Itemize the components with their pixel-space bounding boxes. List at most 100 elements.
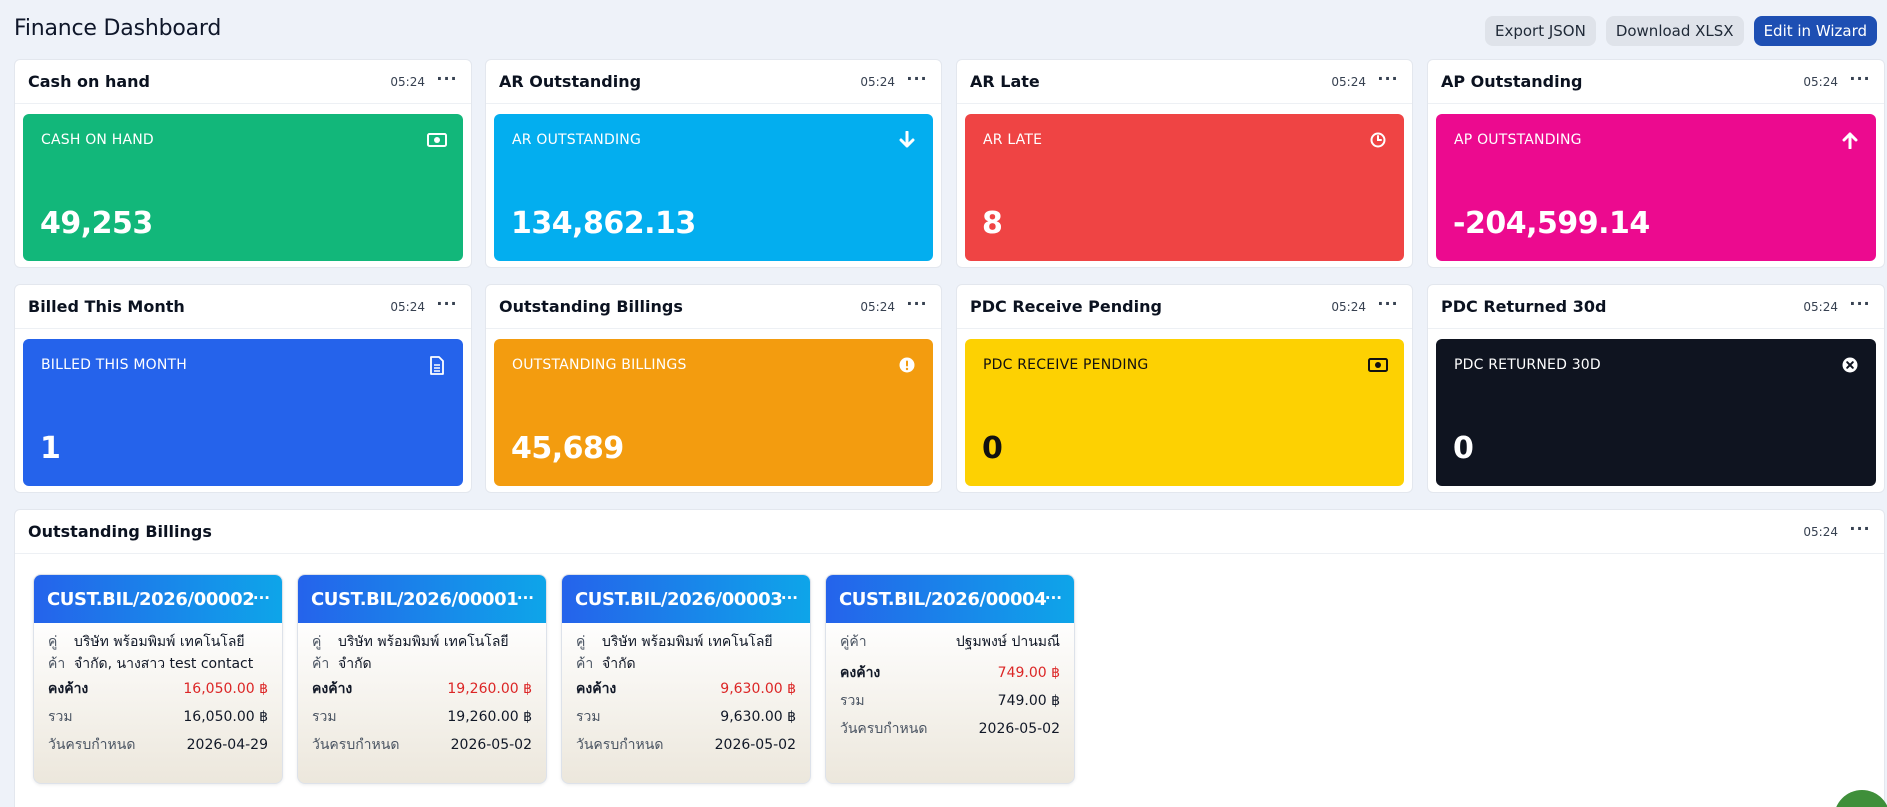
alert-icon (897, 355, 917, 375)
billing-card-header: CUST.BIL/2026/00002 ··· (34, 575, 282, 623)
billing-due-row: วันครบกำหนด 2026-05-02 (312, 731, 532, 759)
close-circle-icon (1840, 355, 1860, 375)
export-json-button[interactable]: Export JSON (1484, 16, 1596, 46)
due-date: 2026-05-02 (978, 721, 1060, 737)
billing-card[interactable]: CUST.BIL/2026/00003 ··· คู่ ค้า บริษัท พร… (561, 574, 811, 784)
outstanding-amount: 16,050.00 ฿ (183, 681, 268, 697)
stat-card: PDC RECEIVE PENDING 0 (965, 339, 1404, 486)
outstanding-label: คงค้าง (576, 681, 617, 697)
widget-outstanding-billings-list: Outstanding Billings 05:24 ··· CUST.BIL/… (14, 509, 1885, 807)
more-icon[interactable]: ··· (1377, 69, 1399, 88)
widget-pdc-returned-30d: PDC Returned 30d 05:24 ··· PDC RETURNED … (1427, 284, 1885, 493)
due-date: 2026-05-02 (450, 737, 532, 753)
billing-customer: คู่ ค้า บริษัท พร้อมพิมพ์ เทคโนโลยี จำกัด… (48, 631, 268, 675)
more-icon[interactable]: ··· (1849, 69, 1871, 88)
widget-cash-on-hand: Cash on hand 05:24 ··· CASH ON HAND 49,2… (14, 59, 472, 268)
billing-card[interactable]: CUST.BIL/2026/00001 ··· คู่ ค้า บริษัท พร… (297, 574, 547, 784)
billing-total-row: รวม 749.00 ฿ (840, 687, 1060, 715)
widget-title: Outstanding Billings (28, 522, 212, 541)
widget-title: Billed This Month (28, 297, 185, 316)
arrow-down-icon (897, 130, 917, 150)
stat-card: CASH ON HAND 49,253 (23, 114, 463, 261)
more-icon[interactable]: ··· (436, 294, 458, 313)
more-icon[interactable]: ··· (906, 294, 928, 313)
more-icon[interactable]: ··· (1377, 294, 1399, 313)
due-date: 2026-04-29 (186, 737, 268, 753)
customer-name: บริษัท พร้อมพิมพ์ เทคโนโลยี จำกัด (338, 634, 509, 672)
document-icon (427, 355, 447, 375)
customer-label: คู่ค้า (576, 634, 594, 672)
billing-card[interactable]: CUST.BIL/2026/00004 ··· คู่ค้า ปฐมพงษ์ ป… (825, 574, 1075, 784)
widget-time: 05:24 (1803, 300, 1838, 314)
widget-title: PDC Returned 30d (1441, 297, 1607, 316)
billing-customer: คู่ ค้า บริษัท พร้อมพิมพ์ เทคโนโลยี จำกัด (576, 631, 796, 675)
outstanding-amount: 9,630.00 ฿ (720, 681, 796, 697)
total-label: รวม (840, 693, 865, 709)
stat-label: OUTSTANDING BILLINGS (512, 357, 687, 373)
stat-label: AP OUTSTANDING (1454, 132, 1582, 148)
cash-icon (1368, 355, 1388, 375)
top-actions: Export JSON Download XLSX Edit in Wizard (1484, 16, 1877, 46)
stat-value: 134,862.13 (511, 206, 696, 241)
billing-outstanding-row: คงค้าง 19,260.00 ฿ (312, 675, 532, 703)
widget-title: AP Outstanding (1441, 72, 1583, 91)
edit-in-wizard-button[interactable]: Edit in Wizard (1753, 16, 1877, 46)
more-icon[interactable]: ··· (906, 69, 928, 88)
stat-card: BILLED THIS MONTH 1 (23, 339, 463, 486)
widget-header: AP Outstanding 05:24 ··· (1428, 60, 1884, 104)
widget-time: 05:24 (1331, 300, 1366, 314)
top-bar: Finance Dashboard Export JSON Download X… (0, 0, 1887, 58)
total-amount: 19,260.00 ฿ (447, 709, 532, 725)
widget-time: 05:24 (860, 300, 895, 314)
billing-card[interactable]: CUST.BIL/2026/00002 ··· คู่ ค้า บริษัท พร… (33, 574, 283, 784)
arrow-up-icon (1840, 130, 1860, 150)
due-label: วันครบกำหนด (576, 737, 664, 753)
stat-card: AR LATE 8 (965, 114, 1404, 261)
more-icon[interactable]: ··· (436, 69, 458, 88)
billing-number: CUST.BIL/2026/00002 (47, 589, 255, 610)
more-icon[interactable]: ··· (252, 589, 270, 607)
customer-name: บริษัท พร้อมพิมพ์ เทคโนโลยี จำกัด (602, 634, 773, 672)
due-label: วันครบกำหนด (48, 737, 136, 753)
more-icon[interactable]: ··· (1044, 589, 1062, 607)
billing-total-row: รวม 19,260.00 ฿ (312, 703, 532, 731)
total-amount: 16,050.00 ฿ (183, 709, 268, 725)
clock-icon (1368, 130, 1388, 150)
customer-label: คู่ค้า (840, 634, 867, 650)
widget-header: PDC Receive Pending 05:24 ··· (957, 285, 1412, 329)
stat-card: PDC RETURNED 30D 0 (1436, 339, 1876, 486)
stat-card: AP OUTSTANDING -204,599.14 (1436, 114, 1876, 261)
more-icon[interactable]: ··· (780, 589, 798, 607)
widget-title: PDC Receive Pending (970, 297, 1162, 316)
widget-header: Cash on hand 05:24 ··· (15, 60, 471, 104)
download-xlsx-button[interactable]: Download XLSX (1605, 16, 1744, 46)
stat-value: 49,253 (40, 206, 153, 241)
more-icon[interactable]: ··· (516, 589, 534, 607)
widget-time: 05:24 (1331, 75, 1366, 89)
floating-action-button[interactable] (1834, 790, 1887, 807)
stat-value: 0 (982, 431, 1003, 466)
stat-value: -204,599.14 (1453, 206, 1650, 241)
widget-title: AR Late (970, 72, 1040, 91)
more-icon[interactable]: ··· (1849, 519, 1871, 538)
customer-label: คู่ค้า (312, 634, 330, 672)
due-label: วันครบกำหนด (312, 737, 400, 753)
outstanding-amount: 749.00 ฿ (997, 665, 1060, 681)
due-date: 2026-05-02 (714, 737, 796, 753)
widget-header: PDC Returned 30d 05:24 ··· (1428, 285, 1884, 329)
due-label: วันครบกำหนด (840, 721, 928, 737)
widget-header: Outstanding Billings 05:24 ··· (486, 285, 941, 329)
widget-ar-outstanding: AR Outstanding 05:24 ··· AR OUTSTANDING … (485, 59, 942, 268)
stat-label: AR OUTSTANDING (512, 132, 642, 148)
widget-header: AR Late 05:24 ··· (957, 60, 1412, 104)
outstanding-label: คงค้าง (48, 681, 89, 697)
stat-value: 0 (1453, 431, 1474, 466)
more-icon[interactable]: ··· (1849, 294, 1871, 313)
outstanding-amount: 19,260.00 ฿ (447, 681, 532, 697)
stat-value: 8 (982, 206, 1003, 241)
billing-card-header: CUST.BIL/2026/00003 ··· (562, 575, 810, 623)
stat-card: AR OUTSTANDING 134,862.13 (494, 114, 933, 261)
widget-billed-this-month: Billed This Month 05:24 ··· BILLED THIS … (14, 284, 472, 493)
widget-time: 05:24 (1803, 75, 1838, 89)
billing-due-row: วันครบกำหนด 2026-05-02 (840, 715, 1060, 743)
